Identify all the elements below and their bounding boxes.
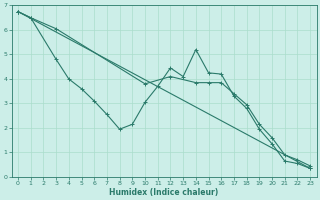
X-axis label: Humidex (Indice chaleur): Humidex (Indice chaleur) bbox=[109, 188, 219, 197]
